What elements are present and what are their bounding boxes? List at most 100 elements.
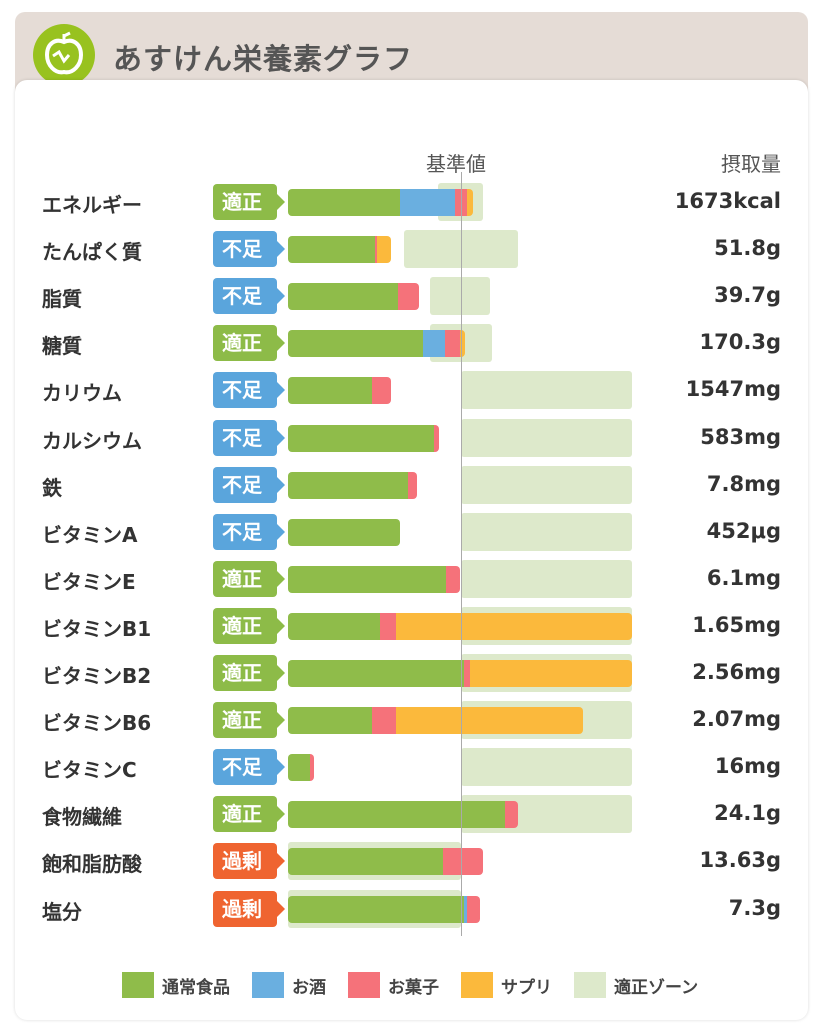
nutrient-row: カリウム 不足 1547mg — [0, 367, 823, 414]
bar-segment-通常食品 — [288, 707, 373, 735]
bar-segment-お菓子 — [466, 895, 480, 923]
bar-segment-お菓子 — [408, 471, 418, 499]
nutrient-row: 糖質 適正 170.3g — [0, 320, 823, 367]
intake-value: 1673kcal — [674, 189, 781, 213]
bar-segment-通常食品 — [288, 801, 505, 829]
legend-swatch — [461, 972, 493, 998]
intake-value: 7.8mg — [706, 471, 781, 496]
intake-value: 2.56mg — [692, 660, 781, 684]
bar-segment-お菓子 — [375, 236, 378, 264]
intake-value: 583mg — [700, 424, 781, 449]
nutrient-row: 食物繊維 適正 24.1g — [0, 791, 823, 838]
nutrient-label: カリウム — [42, 381, 122, 406]
bar-segment-通常食品 — [288, 895, 464, 923]
bar-segment-お酒 — [399, 189, 455, 216]
legend-label: お菓子 — [388, 977, 439, 998]
legend-item: サプリ — [461, 972, 552, 998]
intake-value: 24.1g — [714, 801, 781, 826]
nutrient-label: 糖質 — [42, 334, 82, 359]
optimal-zone — [461, 465, 633, 504]
nutrient-row: カルシウム 不足 583mg — [0, 415, 823, 462]
legend-swatch — [574, 972, 606, 998]
legend: 通常食品 お酒 お菓子 サプリ 適正ゾーン — [122, 972, 720, 998]
nutrient-row: 飽和脂肪酸 過剰 13.63g — [0, 838, 823, 885]
nutrient-label: ビタミンB2 — [42, 664, 152, 688]
status-badge: 過剰 — [213, 890, 285, 927]
status-badge: 適正 — [213, 325, 285, 362]
nutrient-label: 飽和脂肪酸 — [42, 852, 142, 877]
bar-segment-通常食品 — [288, 377, 373, 405]
status-badge: 適正 — [213, 560, 285, 597]
nutrient-label: 塩分 — [42, 899, 82, 924]
nutrient-row: エネルギー 適正 1673kcal — [0, 179, 823, 226]
bar-segment-通常食品 — [288, 236, 376, 264]
intake-value: 170.3g — [699, 330, 781, 355]
bar-segment-サプリ — [395, 612, 632, 640]
bar-segment-お菓子 — [309, 754, 314, 782]
optimal-zone — [461, 748, 633, 787]
bar-segment-お酒 — [422, 330, 445, 358]
status-badge: 適正 — [213, 702, 285, 739]
status-badge: 不足 — [213, 372, 285, 409]
status-badge: 不足 — [213, 466, 285, 503]
nutrient-label: 脂質 — [42, 287, 82, 312]
bar-segment-通常食品 — [288, 565, 446, 593]
intake-value: 1.65mg — [692, 612, 781, 637]
optimal-zone — [403, 230, 519, 269]
page-title: あすけん栄養素グラフ — [113, 42, 414, 76]
bar-segment-サプリ — [377, 236, 392, 264]
bar-segment-サプリ — [466, 189, 473, 216]
bar-segment-お菓子 — [380, 612, 396, 640]
bar-segment-お菓子 — [454, 189, 467, 216]
legend-label: サプリ — [501, 977, 552, 998]
bar-segment-通常食品 — [288, 612, 381, 640]
intake-value: 6.1mg — [706, 565, 781, 590]
nutrient-row: ビタミンB2 適正 2.56mg — [0, 650, 823, 697]
optimal-zone — [461, 559, 633, 598]
nutrient-label: ビタミンC — [42, 758, 137, 783]
intake-header: 摂取量 — [721, 152, 781, 176]
nutrient-label: 鉄 — [42, 475, 62, 500]
bar-segment-お菓子 — [398, 283, 419, 311]
legend-item: 適正ゾーン — [574, 972, 698, 998]
bar-segment-通常食品 — [288, 330, 423, 358]
status-badge: 不足 — [213, 749, 285, 786]
reference-line — [461, 172, 462, 936]
bar-segment-通常食品 — [288, 471, 409, 499]
bar-segment-通常食品 — [288, 660, 464, 687]
nutrient-label: たんぱく質 — [42, 240, 142, 265]
optimal-zone — [461, 371, 633, 410]
bar-segment-通常食品 — [288, 848, 443, 876]
nutrient-label: エネルギー — [42, 193, 142, 217]
intake-value: 1547mg — [685, 377, 781, 402]
nutrient-row: 脂質 不足 39.7g — [0, 273, 823, 320]
status-badge: 不足 — [213, 513, 285, 550]
nutrient-label: ビタミンB6 — [42, 711, 152, 736]
intake-value: 13.63g — [699, 848, 781, 873]
bar-segment-通常食品 — [288, 754, 310, 782]
nutrient-row: ビタミンC 不足 16mg — [0, 744, 823, 791]
optimal-zone — [461, 418, 633, 457]
nutrient-label: ビタミンA — [42, 522, 138, 547]
legend-item: お酒 — [252, 972, 326, 998]
bar-segment-通常食品 — [288, 189, 400, 216]
legend-swatch — [348, 972, 380, 998]
bar-segment-お菓子 — [372, 707, 397, 735]
legend-label: 通常食品 — [162, 977, 230, 998]
nutrient-label: カルシウム — [42, 428, 142, 453]
status-badge: 適正 — [213, 184, 285, 220]
bar-segment-お菓子 — [443, 848, 483, 876]
nutrient-row: たんぱく質 不足 51.8g — [0, 226, 823, 273]
bar-segment-通常食品 — [288, 424, 434, 452]
status-badge: 適正 — [213, 655, 285, 691]
reference-header: 基準値 — [426, 152, 486, 176]
intake-value: 39.7g — [714, 283, 781, 308]
intake-value: 452μg — [706, 518, 781, 543]
status-badge: 不足 — [213, 419, 285, 456]
bar-segment-通常食品 — [288, 283, 399, 311]
bar-segment-お菓子 — [445, 565, 460, 593]
intake-value: 51.8g — [714, 236, 781, 261]
legend-item: 通常食品 — [122, 972, 230, 998]
nutrient-row: ビタミンB1 適正 1.65mg — [0, 603, 823, 650]
bar-segment-お菓子 — [444, 330, 460, 358]
